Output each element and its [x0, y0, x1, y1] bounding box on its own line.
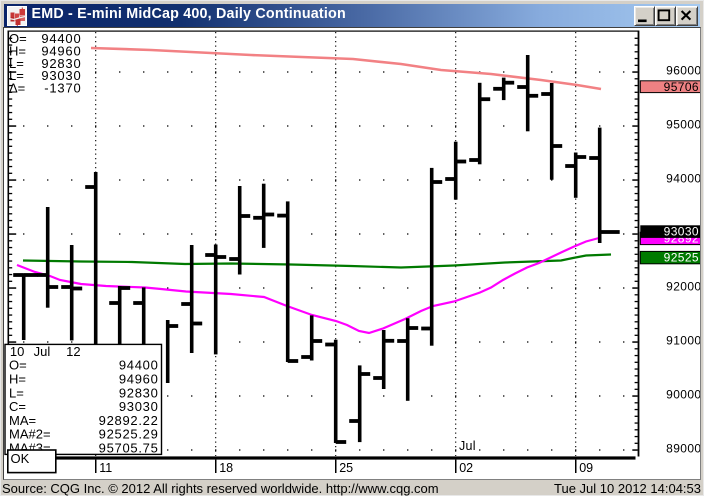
svg-text:94400: 94400	[119, 358, 159, 373]
svg-text:O=: O=	[9, 358, 27, 373]
svg-text:94000: 94000	[666, 171, 700, 185]
svg-text:Jul: Jul	[459, 439, 476, 453]
svg-text:94400: 94400	[41, 31, 81, 46]
svg-text:09: 09	[579, 461, 593, 475]
svg-text:90000: 90000	[666, 387, 700, 401]
svg-text:H=: H=	[9, 372, 26, 387]
svg-text:25: 25	[339, 461, 353, 475]
svg-text:93030: 93030	[119, 399, 159, 414]
svg-text:96000: 96000	[666, 63, 700, 77]
svg-text:93030: 93030	[664, 225, 699, 239]
svg-text:H=: H=	[9, 44, 26, 59]
svg-text:Δ=: Δ=	[9, 80, 25, 95]
svg-text:92000: 92000	[666, 279, 700, 293]
svg-text:-1370: -1370	[44, 80, 81, 95]
svg-text:92830: 92830	[119, 385, 159, 400]
svg-text:MA#2=: MA#2=	[9, 427, 51, 442]
svg-text:95000: 95000	[666, 117, 700, 131]
svg-text:91000: 91000	[666, 333, 700, 347]
svg-text:02: 02	[459, 461, 473, 475]
svg-text:92525: 92525	[664, 251, 699, 265]
svg-text:92892.22: 92892.22	[99, 413, 159, 428]
svg-text:93030: 93030	[41, 68, 81, 83]
svg-text:92525.29: 92525.29	[99, 427, 159, 442]
svg-text:94960: 94960	[119, 372, 159, 387]
svg-text:C=: C=	[9, 399, 26, 414]
svg-text:L=: L=	[9, 68, 24, 83]
svg-text:O=: O=	[9, 31, 27, 46]
svg-text:92830: 92830	[41, 56, 81, 71]
svg-text:89000: 89000	[666, 441, 700, 455]
svg-text:OK: OK	[11, 451, 30, 466]
svg-text:94960: 94960	[41, 44, 81, 59]
svg-text:Jul: Jul	[34, 344, 51, 359]
svg-text:10: 10	[10, 344, 24, 359]
svg-text:L=: L=	[9, 56, 24, 71]
svg-text:11: 11	[99, 461, 112, 475]
svg-text:18: 18	[219, 461, 233, 475]
svg-text:L=: L=	[9, 385, 24, 400]
svg-text:95706: 95706	[664, 80, 699, 94]
svg-text:95705.75: 95705.75	[99, 441, 159, 456]
svg-text:12: 12	[66, 344, 80, 359]
svg-text:MA=: MA=	[9, 413, 36, 428]
